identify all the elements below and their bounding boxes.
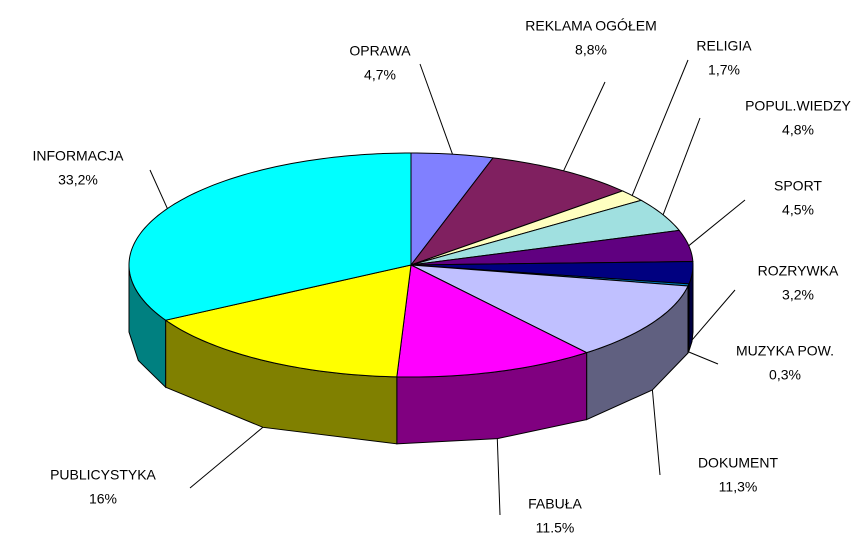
- value-label: 8,8%: [575, 42, 607, 58]
- leader-line: [496, 438, 501, 516]
- value-label: 0,3%: [769, 367, 801, 383]
- slice-label: ROZRYWKA: [758, 263, 839, 279]
- leader-line: [419, 63, 453, 155]
- leader-line: [189, 426, 264, 489]
- value-label: 33,2%: [58, 172, 98, 188]
- slice-label: RELIGIA: [696, 38, 752, 54]
- slice-label: REKLAMA OGÓŁEM: [525, 18, 656, 34]
- value-label: 4,7%: [364, 67, 396, 83]
- slice: [410, 260, 694, 285]
- value-label: 1,7%: [708, 62, 740, 78]
- value-label: 4,5%: [782, 202, 814, 218]
- slice: [410, 229, 694, 266]
- slice: [164, 264, 412, 378]
- value-label: 3,2%: [782, 287, 814, 303]
- slice-label: OPRAWA: [349, 43, 411, 59]
- slice-label: SPORT: [774, 178, 822, 194]
- slice-label: PUBLICYSTYKA: [50, 467, 156, 483]
- leader-line: [691, 289, 736, 341]
- slice-label: POPUL.WIEDZY: [745, 98, 851, 114]
- slice: [409, 157, 624, 267]
- slice: [410, 264, 689, 354]
- slice-label: MUZYKA POW.: [736, 343, 834, 359]
- slice-label: DOKUMENT: [698, 455, 779, 471]
- leader-line: [688, 199, 746, 247]
- leader-line: [563, 81, 606, 172]
- value-label: 11,3%: [719, 479, 758, 495]
- slice: [396, 264, 588, 378]
- leader-line: [651, 389, 661, 476]
- leader-line: [688, 351, 719, 365]
- leader-line: [631, 59, 689, 196]
- leader-line: [662, 117, 701, 215]
- value-label: 4,8%: [782, 122, 814, 138]
- leader-line: [149, 169, 168, 209]
- slice-label: INFORMACJA: [33, 148, 125, 164]
- value-label: 16%: [89, 491, 117, 507]
- value-label: 11.5%: [536, 520, 575, 536]
- slice: [410, 190, 643, 266]
- slice-label: FABUŁA: [528, 496, 582, 512]
- slice: [410, 152, 495, 267]
